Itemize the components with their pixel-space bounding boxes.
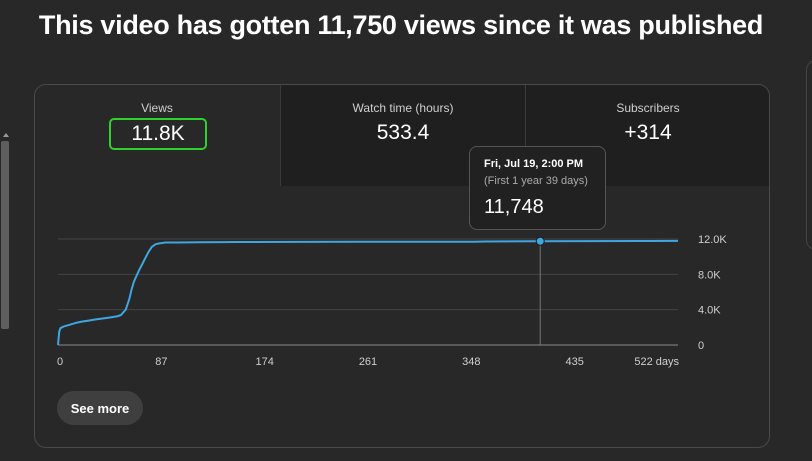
highlight-point [535, 236, 545, 246]
tooltip-date: Fri, Jul 19, 2:00 PM [484, 158, 584, 170]
y-tick-label: 12.0K [698, 234, 727, 246]
metric-tab-views[interactable]: Views 11.8K [35, 85, 279, 186]
x-tick-label: 87 [155, 356, 167, 368]
page-scrollbar[interactable] [0, 133, 10, 333]
scrollbar-thumb[interactable] [1, 141, 9, 329]
y-tick-label: 4.0K [698, 305, 721, 317]
page-title: This video has gotten 11,750 views since… [38, 10, 764, 40]
metric-value: 11.8K [109, 118, 207, 150]
x-tick-label: 261 [359, 356, 377, 368]
series-line-views [57, 239, 679, 346]
scroll-up-arrow-icon[interactable] [3, 133, 9, 137]
tooltip-subtitle: (First 1 year 39 days) [484, 175, 588, 187]
chart-tooltip: Fri, Jul 19, 2:00 PM (First 1 year 39 da… [469, 146, 606, 230]
x-tick-label: 522 days [634, 356, 679, 368]
x-tick-label: 435 [565, 356, 583, 368]
x-tick-label: 348 [462, 356, 480, 368]
metric-label: Watch time (hours) [352, 101, 454, 115]
y-tick-label: 8.0K [698, 269, 721, 281]
tooltip-value: 11,748 [484, 196, 544, 218]
metric-label: Subscribers [616, 101, 680, 115]
x-tick-label: 0 [57, 356, 63, 368]
metric-label: Views [141, 101, 173, 115]
analytics-card: Views 11.8K Watch time (hours) 533.4 Sub… [34, 84, 770, 448]
see-more-button[interactable]: See more [57, 391, 143, 425]
y-tick-label: 0 [698, 340, 704, 352]
metric-value: +314 [624, 121, 672, 144]
metric-value: 533.4 [376, 121, 430, 144]
x-tick-label: 174 [255, 356, 273, 368]
